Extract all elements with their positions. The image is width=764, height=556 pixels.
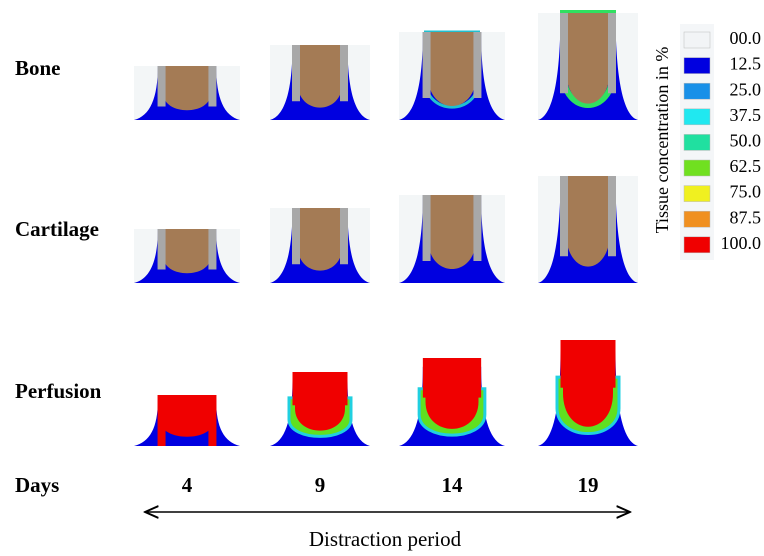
figure: Distraction period Days Tissue concentra…: [0, 0, 764, 556]
colorbar-swatch: [684, 32, 710, 48]
fixator-pin: [292, 45, 300, 101]
day-label: 9: [315, 473, 326, 497]
fixator-pin: [158, 66, 166, 107]
callus: [163, 66, 211, 110]
colorbar-label: 37.5: [730, 105, 762, 125]
colorbar-swatch: [684, 109, 710, 125]
colorbar-swatch: [684, 186, 710, 202]
callus: [566, 13, 611, 104]
colorbar-label: 25.0: [730, 79, 762, 99]
colorbar-swatch: [684, 211, 710, 227]
colorbar-swatch: [684, 58, 710, 74]
colorbar-label: 00.0: [730, 28, 762, 48]
fixator-pin: [423, 32, 431, 98]
fixator-pin: [340, 45, 348, 101]
colorbar-swatch: [684, 237, 710, 253]
axis-label: Distraction period: [309, 527, 462, 551]
fixator-pin: [423, 195, 431, 261]
days-label: Days: [15, 473, 59, 497]
day-label: 14: [442, 473, 464, 497]
colorbar-label: 100.0: [721, 233, 762, 253]
fixator-pin: [158, 229, 166, 270]
colorbar-label: 50.0: [730, 131, 762, 151]
colorbar-swatch: [684, 160, 710, 176]
colorbar-label: 62.5: [730, 156, 762, 176]
day-label: 19: [578, 473, 599, 497]
fixator-pin: [473, 195, 481, 261]
callus: [298, 208, 343, 271]
fixator-pin: [608, 176, 616, 256]
fixator-pin: [208, 66, 216, 107]
perfusion-pin: [208, 395, 216, 446]
fixator-pin: [292, 208, 300, 264]
callus: [163, 229, 211, 273]
fixator-pin: [340, 208, 348, 264]
colorbar-label: 87.5: [730, 207, 762, 227]
fixator-pin: [208, 229, 216, 270]
callus: [298, 45, 343, 108]
row-label: Cartilage: [15, 217, 99, 241]
colorbar-label: 12.5: [730, 54, 762, 74]
fixator-pin: [608, 13, 616, 93]
colorbar-title: Tissue concentration in %: [652, 47, 672, 234]
fixator-pin: [473, 32, 481, 98]
callus: [428, 32, 476, 106]
fixator-pin: [560, 13, 568, 93]
day-label: 4: [182, 473, 193, 497]
callus: [428, 195, 476, 269]
colorbar-label: 75.0: [730, 182, 762, 202]
callus: [566, 176, 611, 267]
colorbar-swatch: [684, 134, 710, 150]
perfusion-pin: [158, 395, 166, 446]
colorbar-swatch: [684, 83, 710, 99]
fixator-pin: [560, 176, 568, 256]
row-label: Perfusion: [15, 379, 102, 403]
row-label: Bone: [15, 56, 61, 80]
